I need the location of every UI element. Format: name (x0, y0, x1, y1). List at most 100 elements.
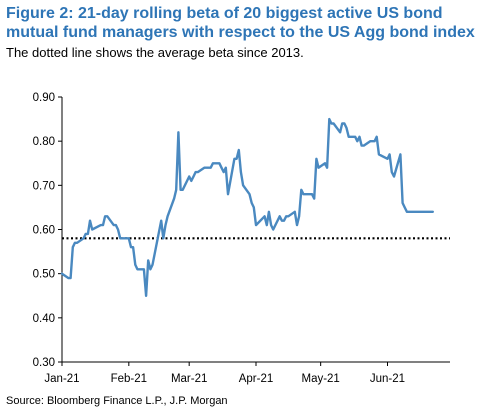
data-point (343, 122, 346, 125)
data-point (272, 228, 275, 231)
data-point (227, 193, 229, 195)
data-point (375, 136, 378, 138)
data-point (222, 171, 225, 173)
data-point (399, 153, 402, 156)
chart-axes: 0.30 0.40 0.50 0.60 0.70 0.80 0.90 Jan-21 Feb-21… (33, 92, 450, 385)
beta-series (60, 117, 434, 297)
data-point (177, 131, 180, 134)
data-point (401, 202, 404, 204)
data-point (175, 189, 177, 191)
x-tick-label: Feb-21 (111, 373, 147, 385)
data-point (151, 264, 154, 266)
data-point (106, 215, 109, 218)
data-point (218, 162, 221, 165)
data-point (300, 189, 303, 191)
data-point (391, 171, 393, 173)
x-tick-label: Apr-21 (239, 373, 274, 385)
data-point (143, 268, 145, 271)
data-point (253, 206, 255, 209)
data-point (179, 189, 182, 191)
data-point (240, 171, 242, 173)
data-point (268, 211, 270, 213)
data-point (309, 193, 311, 195)
data-point (369, 140, 372, 142)
data-point (296, 224, 298, 226)
data-point (360, 144, 363, 147)
data-point (421, 211, 423, 213)
data-point (225, 166, 227, 169)
source-note: Source: Bloomberg Finance L.P., J.P. Mor… (6, 395, 228, 407)
data-point (67, 277, 70, 279)
data-point (429, 211, 432, 213)
data-point (181, 189, 184, 191)
y-tick-label: 0.80 (33, 136, 55, 148)
y-tick-label: 0.90 (33, 92, 55, 104)
data-point (242, 184, 244, 187)
data-point (294, 211, 296, 213)
data-point (315, 158, 318, 160)
data-point (328, 118, 331, 120)
data-point (408, 211, 410, 213)
data-point (330, 122, 333, 125)
data-point (283, 219, 285, 222)
data-point (285, 215, 288, 218)
data-point (278, 215, 281, 218)
data-point (76, 242, 78, 244)
data-point (164, 224, 167, 226)
data-point (313, 197, 316, 200)
data-point (197, 171, 199, 173)
data-point (298, 215, 300, 218)
data-point (130, 246, 132, 248)
data-point (160, 219, 162, 222)
data-point (220, 166, 223, 169)
data-point (173, 197, 175, 200)
data-point (212, 162, 214, 165)
data-point (147, 259, 149, 262)
data-point (162, 237, 165, 240)
data-point (406, 211, 408, 213)
data-point (112, 224, 115, 226)
beta-line-chart: 0.30 0.40 0.50 0.60 0.70 0.80 0.90 Jan-21 Feb-21… (33, 92, 450, 385)
x-tick-label: Jan-21 (44, 373, 79, 385)
data-point (149, 268, 152, 271)
data-point (371, 140, 374, 142)
data-point (61, 272, 63, 275)
y-tick-label: 0.30 (33, 357, 55, 369)
data-point (132, 246, 134, 248)
data-point (87, 233, 89, 235)
data-point (356, 140, 359, 142)
data-point (84, 233, 87, 235)
data-point (209, 166, 212, 169)
data-point (311, 193, 313, 195)
y-tick-label: 0.60 (33, 225, 55, 237)
data-point (324, 162, 326, 165)
data-point (347, 136, 350, 138)
x-tick-label: Jun-21 (370, 373, 405, 385)
data-point (363, 144, 365, 147)
data-point (393, 175, 395, 178)
data-point (266, 224, 268, 226)
data-point (358, 136, 361, 138)
data-point (136, 268, 139, 271)
data-point (341, 122, 344, 125)
data-point (263, 215, 266, 218)
data-point (432, 211, 434, 213)
y-tick-label: 0.50 (33, 269, 55, 281)
data-point (194, 171, 197, 173)
chart-title: Figure 2: 21-day rolling beta of 20 bigg… (6, 5, 475, 41)
data-point (302, 193, 305, 195)
data-point (373, 140, 376, 142)
data-point (104, 215, 106, 218)
data-point (128, 237, 130, 240)
data-point (287, 215, 290, 218)
data-point (166, 215, 169, 218)
data-point (416, 211, 419, 213)
data-point (423, 211, 425, 213)
x-tick-label: May-21 (301, 373, 339, 385)
data-point (134, 264, 137, 266)
data-point (203, 166, 206, 169)
data-point (235, 158, 238, 160)
data-point (281, 219, 283, 222)
data-point (326, 166, 328, 169)
data-point (188, 175, 190, 178)
